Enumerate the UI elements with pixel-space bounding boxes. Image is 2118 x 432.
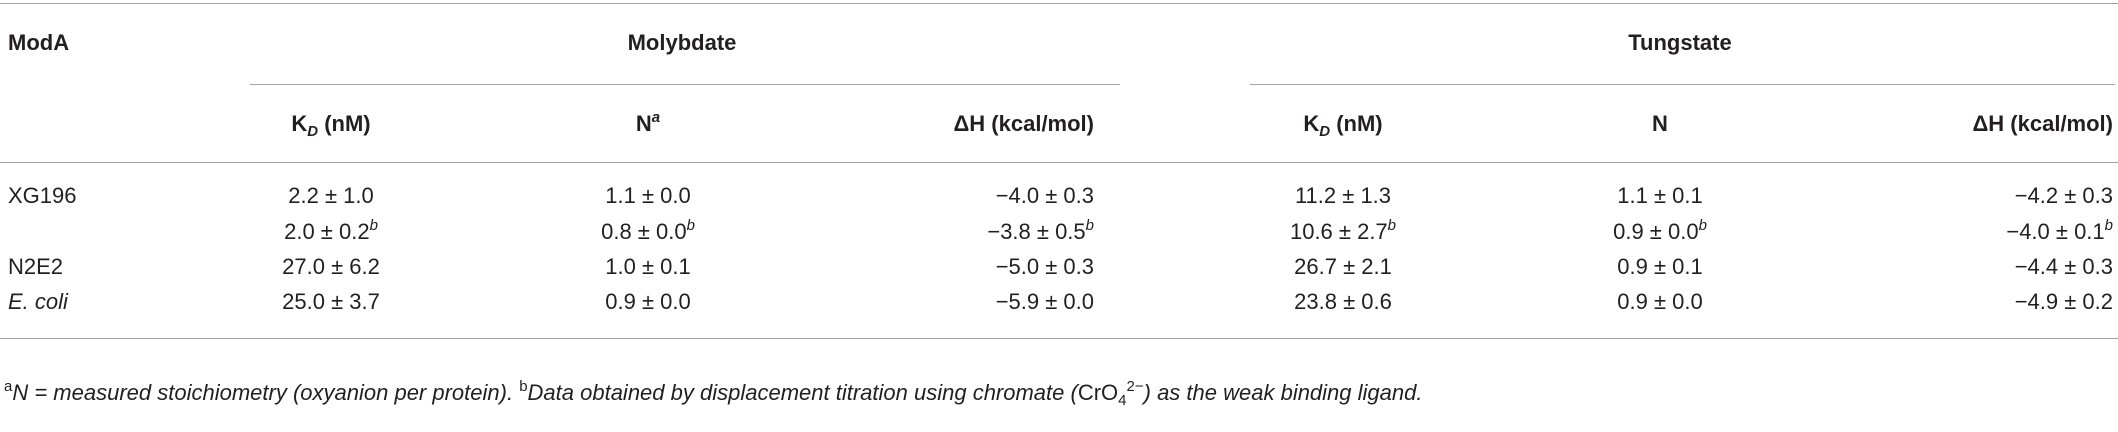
column-header: N <box>1460 109 1860 139</box>
data-cell: 23.8 ± 0.6 <box>1143 287 1543 317</box>
text-segment: 1.1 ± 0.0 <box>605 183 691 208</box>
text-segment: −4.0 ± 0.3 <box>995 183 1094 208</box>
data-cell: 11.2 ± 1.3 <box>1143 181 1543 211</box>
text-segment: −3.8 ± 0.5 <box>987 219 1086 244</box>
text-segment: −5.9 ± 0.0 <box>995 289 1094 314</box>
column-header: KD (nM) <box>1143 109 1543 139</box>
text-segment: b <box>1387 217 1397 234</box>
text-segment: 11.2 ± 1.3 <box>1294 183 1392 208</box>
top-rule <box>0 3 2118 4</box>
text-segment: a <box>4 378 13 395</box>
data-cell: −4.0 ± 0.1b <box>2006 217 2113 247</box>
text-segment: 0.9 ± 0.0 <box>1613 219 1699 244</box>
text-segment: 26.7 ± 2.1 <box>1294 254 1392 279</box>
data-cell: −4.2 ± 0.3 <box>2015 181 2113 211</box>
text-segment: E. coli <box>8 289 68 314</box>
text-segment: N <box>1652 111 1668 136</box>
column-header: ΔH (kcal/mol) <box>1972 109 2113 139</box>
text-segment: (nM) <box>318 111 371 136</box>
text-segment: 23.8 ± 0.6 <box>1294 289 1392 314</box>
text-segment: b <box>369 217 378 234</box>
text-segment: 10.6 ± 2.7 <box>1289 219 1388 244</box>
group-header: Tungstate <box>1628 30 1732 55</box>
data-cell: 1.1 ± 0.0 <box>448 181 848 211</box>
text-segment: −5.0 ± 0.3 <box>995 254 1094 279</box>
column-header: ΔH (kcal/mol) <box>953 109 1094 139</box>
group-header: Molybdate <box>627 30 737 55</box>
text-segment: −4.2 ± 0.3 <box>2014 183 2113 208</box>
text-segment: K <box>1303 111 1320 136</box>
text-segment: N = measured stoichiometry (oxyanion per… <box>12 380 520 405</box>
data-cell: 0.9 ± 0.0b <box>1460 217 1860 247</box>
column-header: KD (nM) <box>131 109 531 139</box>
text-segment: N2E2 <box>8 254 64 279</box>
text-segment: 0.9 ± 0.0 <box>1617 289 1703 314</box>
text-segment: 27.0 ± 6.2 <box>282 254 380 279</box>
text-segment: 2.0 ± 0.2 <box>284 219 370 244</box>
text-segment: ΔH (kcal/mol) <box>1972 111 2113 136</box>
group-rule <box>1250 84 2115 85</box>
text-segment: 0.8 ± 0.0 <box>601 219 687 244</box>
data-cell: −5.0 ± 0.3 <box>996 252 1094 282</box>
data-cell: 1.0 ± 0.1 <box>448 252 848 282</box>
text-segment: 2.2 ± 1.0 <box>288 183 374 208</box>
text-segment: 4 <box>1118 392 1127 409</box>
text-segment: 2− <box>1126 378 1144 395</box>
text-segment: N <box>635 111 652 136</box>
row-label: N2E2 <box>8 252 63 282</box>
text-segment: 1.1 ± 0.1 <box>1617 183 1703 208</box>
data-cell: 0.9 ± 0.1 <box>1460 252 1860 282</box>
text-segment: b <box>1698 217 1707 234</box>
header-rule <box>0 162 2118 163</box>
data-cell: 2.0 ± 0.2b <box>131 217 531 247</box>
text-segment: CrO <box>1077 380 1119 405</box>
text-segment: D <box>1319 123 1331 140</box>
data-cell: 0.9 ± 0.0 <box>1460 287 1860 317</box>
group-rule <box>250 84 1120 85</box>
text-segment: −4.0 ± 0.1 <box>2006 219 2105 244</box>
footnote: aN = measured stoichiometry (oxyanion pe… <box>4 378 1422 408</box>
data-cell: −3.8 ± 0.5b <box>987 217 1094 247</box>
text-segment: K <box>291 111 308 136</box>
row-label: XG196 <box>8 181 77 211</box>
text-segment: D <box>307 123 319 140</box>
text-segment: −4.9 ± 0.2 <box>2014 289 2113 314</box>
data-cell: 26.7 ± 2.1 <box>1143 252 1543 282</box>
text-segment: (nM) <box>1330 111 1383 136</box>
text-segment: ) as the weak binding ligand. <box>1143 380 1423 405</box>
text-segment: a <box>651 109 661 126</box>
stub-header: ModA <box>8 30 70 55</box>
data-cell: −4.4 ± 0.3 <box>2015 252 2113 282</box>
data-cell: 0.9 ± 0.0 <box>448 287 848 317</box>
text-segment: b <box>1085 217 1094 234</box>
text-segment: 25.0 ± 3.7 <box>282 289 380 314</box>
data-cell: −4.0 ± 0.3 <box>996 181 1094 211</box>
text-segment: 0.9 ± 0.0 <box>605 289 691 314</box>
data-cell: −5.9 ± 0.0 <box>996 287 1094 317</box>
text-segment: b <box>519 378 528 395</box>
data-cell: 25.0 ± 3.7 <box>131 287 531 317</box>
row-label: E. coli <box>8 287 68 317</box>
text-segment: 1.0 ± 0.1 <box>605 254 691 279</box>
text-segment: b <box>686 217 695 234</box>
text-segment: Data obtained by displacement titration … <box>527 380 1078 405</box>
text-segment: b <box>2104 217 2113 234</box>
text-segment: −4.4 ± 0.3 <box>2014 254 2113 279</box>
data-cell: −4.9 ± 0.2 <box>2015 287 2113 317</box>
text-segment: XG196 <box>8 183 77 208</box>
data-cell: 1.1 ± 0.1 <box>1460 181 1860 211</box>
text-segment: ΔH (kcal/mol) <box>953 111 1094 136</box>
data-cell: 2.2 ± 1.0 <box>131 181 531 211</box>
data-cell: 27.0 ± 6.2 <box>131 252 531 282</box>
bottom-rule <box>0 338 2118 339</box>
column-header: Na <box>448 109 848 139</box>
data-cell: 10.6 ± 2.7b <box>1143 217 1543 247</box>
data-cell: 0.8 ± 0.0b <box>448 217 848 247</box>
text-segment: 0.9 ± 0.1 <box>1617 254 1703 279</box>
